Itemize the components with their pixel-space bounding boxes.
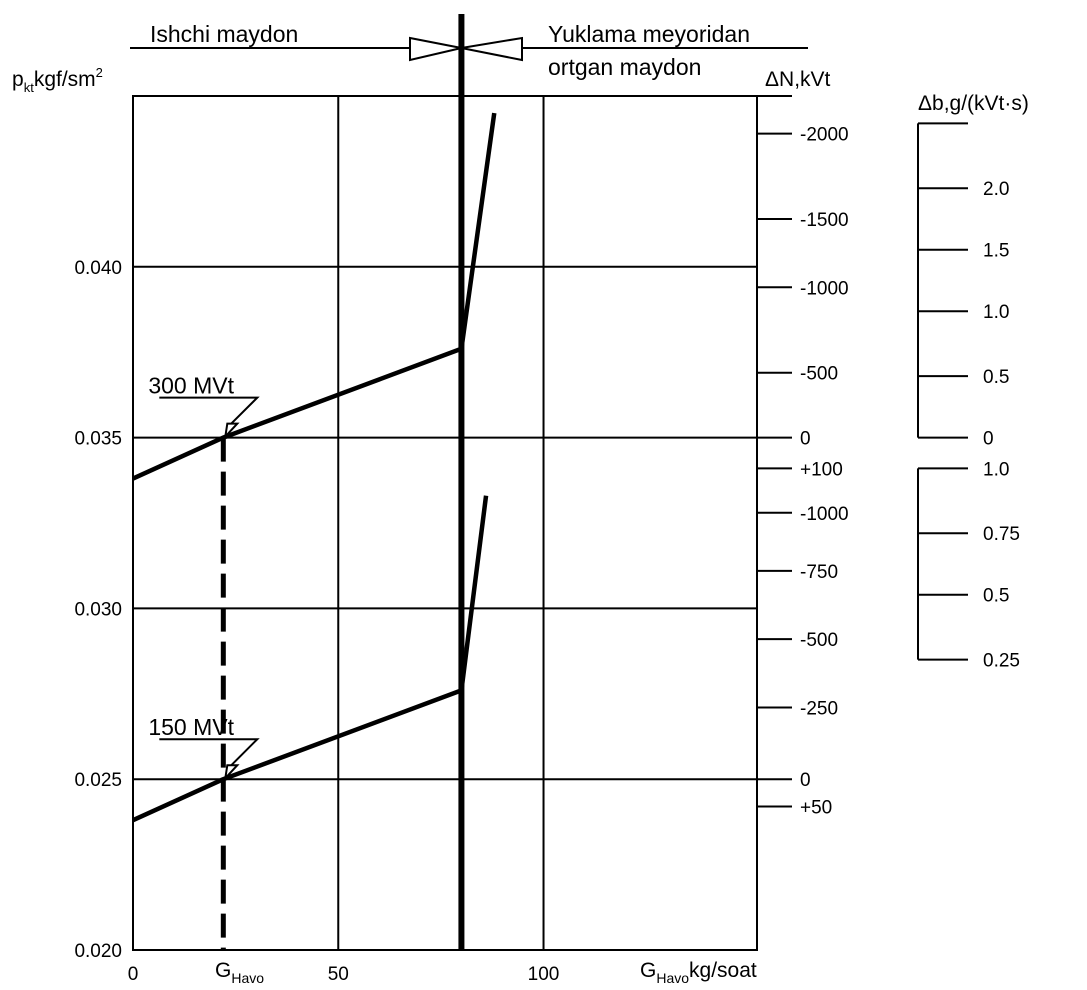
y-axis-label-unit: kgf/sm [34,68,96,91]
db-upper-tick-label: 1.5 [983,241,1009,262]
dn-upper-tick-label: -1000 [800,278,849,299]
db-lower-tick-label: 0.5 [983,586,1009,607]
y-tick-label: 0.020 [74,941,122,962]
dn-upper-tick-label: -1500 [800,210,849,231]
series-line-2 [132,495,489,823]
x-axis-label-main: G [640,959,656,982]
db-upper-tick-label: 0.5 [983,367,1009,388]
header-right-zone-line2: ortgan maydon [548,54,701,80]
y-axis-label-sup: 2 [96,65,103,80]
series-label-arrowhead [223,422,240,440]
x-axis-label-unit: kg/soat [689,959,757,982]
y-tick-label: 0.035 [74,429,122,450]
db-lower-tick-label: 0.75 [983,524,1020,545]
y-axis-label-main: p [12,68,24,91]
series-label: 300 MVt [148,373,234,399]
series-line-1 [132,112,497,481]
y-tick-label: 0.040 [74,258,122,279]
header-arrow-right [461,36,523,62]
dn-lower-tick-label: 0 [800,770,811,791]
x-tick-label: 0 [128,964,139,985]
x-marker-label-sub: Havo [231,970,264,986]
x-marker-label: GHavo [215,959,264,986]
db-axis-label: Δb,g/(kVt·s) [918,92,1029,115]
series-label-arrowhead [223,764,240,782]
series-label: 150 MVt [148,714,234,740]
db-lower-tick-label: 1.0 [983,459,1009,480]
x-tick-label: 100 [528,964,560,985]
series-label-leader [159,396,260,425]
y-axis-label-sub: kt [24,80,35,95]
dn-lower-tick-label: +50 [800,798,832,819]
dn-lower-tick-label: -250 [800,698,838,719]
x-tick-label: 50 [328,964,349,985]
y-tick-label: 0.025 [74,770,122,791]
dn-upper-tick-label: -2000 [800,125,849,146]
db-upper-tick-label: 2.0 [983,179,1009,200]
x-axis-label: GHavokg/soat [640,959,757,986]
dn-lower-tick-label: -750 [800,562,838,583]
header-right-zone-line1: Yuklama meyoridan [548,21,750,47]
series-label-leader [159,738,260,766]
dn-upper-tick-label: -500 [800,364,838,385]
dn-lower-tick-label: -500 [800,630,838,651]
dn-upper-tick-label: +100 [800,459,843,480]
dn-lower-tick-label: -1000 [800,504,849,525]
header-arrow-left [409,36,462,62]
x-marker-label-main: G [215,959,231,982]
dn-axis-label: ΔN,kVt [765,68,831,91]
db-lower-tick-label: 0.25 [983,651,1020,672]
x-axis-label-sub: Havo [656,970,689,986]
dn-upper-tick-label: 0 [800,429,811,450]
db-upper-tick-label: 0 [983,429,994,450]
y-tick-label: 0.030 [74,599,122,620]
header-left-zone-label: Ishchi maydon [150,21,298,47]
db-upper-tick-label: 1.0 [983,302,1009,323]
plot-frame [132,95,758,951]
y-axis-label: pktkgf/sm2 [12,65,103,95]
